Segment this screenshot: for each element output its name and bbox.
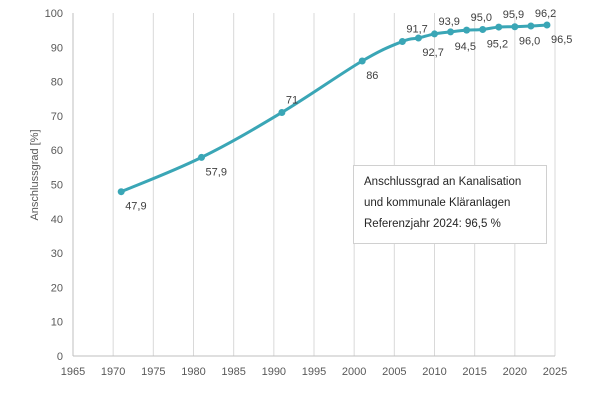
data-label: 95,0 [471,12,492,24]
y-axis-label: Anschlussgrad [%] [29,129,41,220]
y-tick-label: 60 [51,145,63,157]
x-tick-labels: 1965 1970 1975 1980 1985 1990 1995 2000 2005 2010… [61,366,567,378]
data-point [479,25,487,33]
data-point [431,30,438,38]
data-point [511,23,519,31]
data-label: 95,2 [487,38,508,50]
data-label: 86 [366,70,378,82]
data-label: 96,2 [535,8,556,20]
x-tick-label: 1980 [181,366,205,378]
x-tick-label: 2010 [422,366,446,378]
y-tick-label: 40 [51,214,63,226]
data-label: 96,5 [551,34,572,46]
x-tick-label: 2025 [543,366,567,378]
data-label: 91,7 [406,23,427,35]
x-tick-label: 1970 [101,366,125,378]
y-tick-label: 50 [51,180,63,192]
data-points [117,21,551,196]
y-tick-label: 10 [51,317,63,329]
data-label: 57,9 [206,166,227,178]
annotation-line-1: Anschlussgrad an Kanalisation [364,176,522,188]
data-label: 94,5 [455,41,476,53]
x-tick-label: 2000 [342,366,366,378]
y-tick-label: 30 [51,248,63,260]
data-point [495,23,503,31]
x-tick-label: 2020 [503,366,527,378]
data-point [447,28,455,36]
data-label: 96,0 [519,36,540,48]
axes [72,13,555,357]
data-point [463,26,471,34]
data-point [117,188,125,196]
data-label: 47,9 [125,201,146,213]
data-point [358,57,366,65]
x-tick-label: 1990 [262,366,286,378]
y-tick-label: 90 [51,42,63,54]
data-label: 95,9 [503,9,524,21]
y-tick-label: 0 [57,351,63,363]
data-point [398,37,406,45]
y-tick-label: 20 [51,282,63,294]
annotation-line-2: und kommunale Kläranlagen [364,197,511,209]
y-tick-label: 70 [51,111,63,123]
annotation-line-3: Referenzjahr 2024: 96,5 % [364,218,501,230]
data-label: 71 [286,94,298,106]
x-tick-label: 1995 [302,366,326,378]
y-tick-label: 100 [45,8,63,20]
data-point [198,153,206,161]
x-tick-label: 1965 [61,366,85,378]
x-tick-label: 1985 [221,366,245,378]
data-point [414,34,422,42]
data-point [543,21,551,29]
x-tick-label: 2015 [462,366,486,378]
data-labels: 47,9 57,9 71 86 91,7 92,7 93,9 94,5 95,0 95,2 95,9… [125,8,572,213]
y-tick-labels: 0 10 20 30 40 50 60 70 80 90 100 [45,8,63,363]
x-tick-label: 2005 [382,366,406,378]
data-point [527,22,535,30]
data-label: 93,9 [439,16,460,28]
data-point [278,108,286,116]
y-tick-label: 80 [51,77,63,89]
annotation-box: Anschlussgrad an Kanalisation und kommun… [353,165,547,244]
x-tick-label: 1975 [141,366,165,378]
data-label: 92,7 [422,47,443,59]
